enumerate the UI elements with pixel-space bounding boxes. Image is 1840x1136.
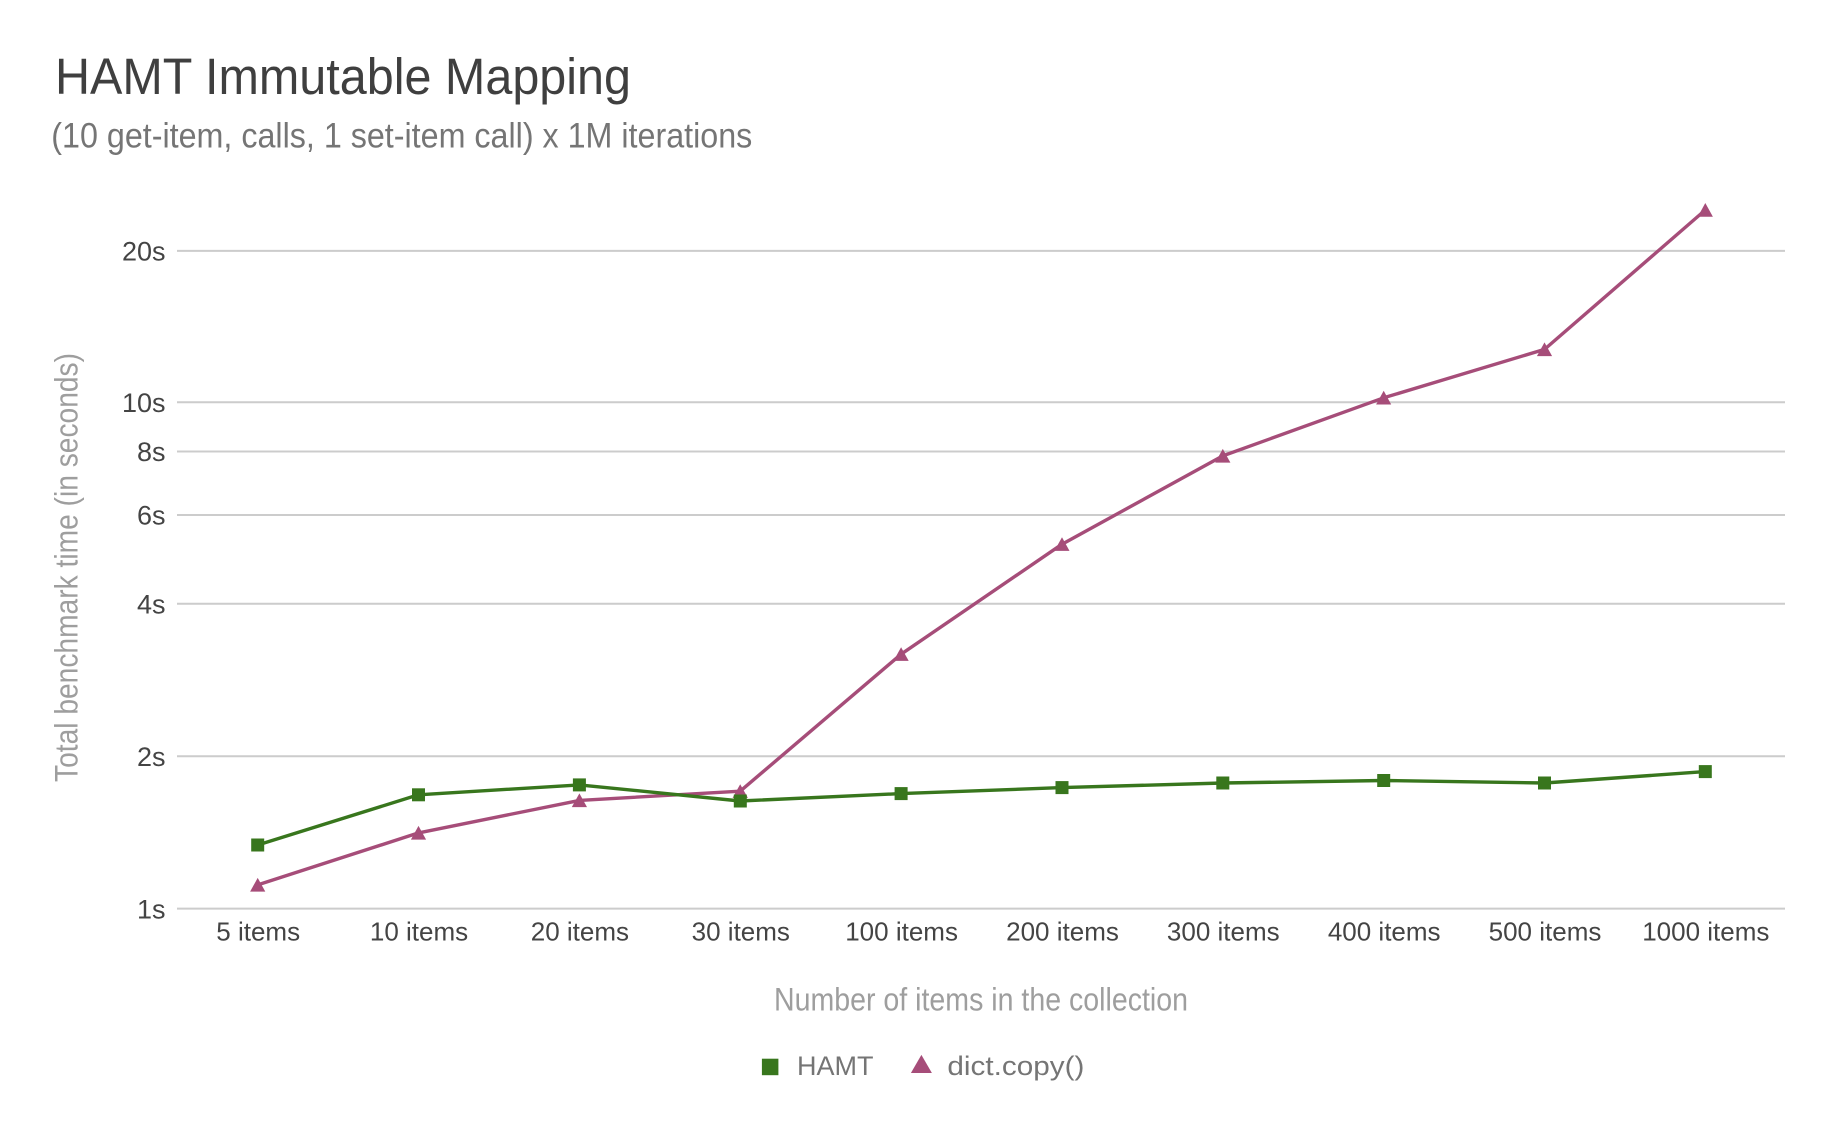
svg-text:10s: 10s: [122, 388, 166, 418]
svg-text:300 items: 300 items: [1167, 917, 1280, 947]
svg-text:4s: 4s: [137, 590, 166, 620]
svg-text:6s: 6s: [137, 501, 166, 531]
svg-text:(10 get-item, calls, 1 set-ite: (10 get-item, calls, 1 set-item call) x …: [51, 117, 752, 156]
svg-text:Total benchmark time (in secon: Total benchmark time (in seconds): [49, 353, 85, 782]
svg-text:200 items: 200 items: [1006, 917, 1119, 947]
svg-text:20 items: 20 items: [531, 917, 629, 947]
svg-text:Number of items in the collect: Number of items in the collection: [774, 982, 1188, 1018]
svg-text:30 items: 30 items: [692, 917, 790, 947]
svg-text:5 items: 5 items: [216, 917, 300, 947]
svg-text:8s: 8s: [137, 437, 166, 467]
svg-text:2s: 2s: [137, 742, 166, 772]
svg-text:HAMT Immutable Mapping: HAMT Immutable Mapping: [55, 48, 631, 105]
svg-text:dict.copy(): dict.copy(): [947, 1051, 1084, 1081]
svg-text:HAMT: HAMT: [797, 1051, 874, 1081]
svg-text:500 items: 500 items: [1489, 917, 1602, 947]
svg-text:1000 items: 1000 items: [1642, 917, 1769, 947]
svg-text:1s: 1s: [137, 894, 166, 924]
svg-text:400 items: 400 items: [1328, 917, 1441, 947]
svg-text:20s: 20s: [122, 237, 166, 267]
svg-text:100 items: 100 items: [845, 917, 958, 947]
svg-text:10 items: 10 items: [370, 917, 468, 947]
